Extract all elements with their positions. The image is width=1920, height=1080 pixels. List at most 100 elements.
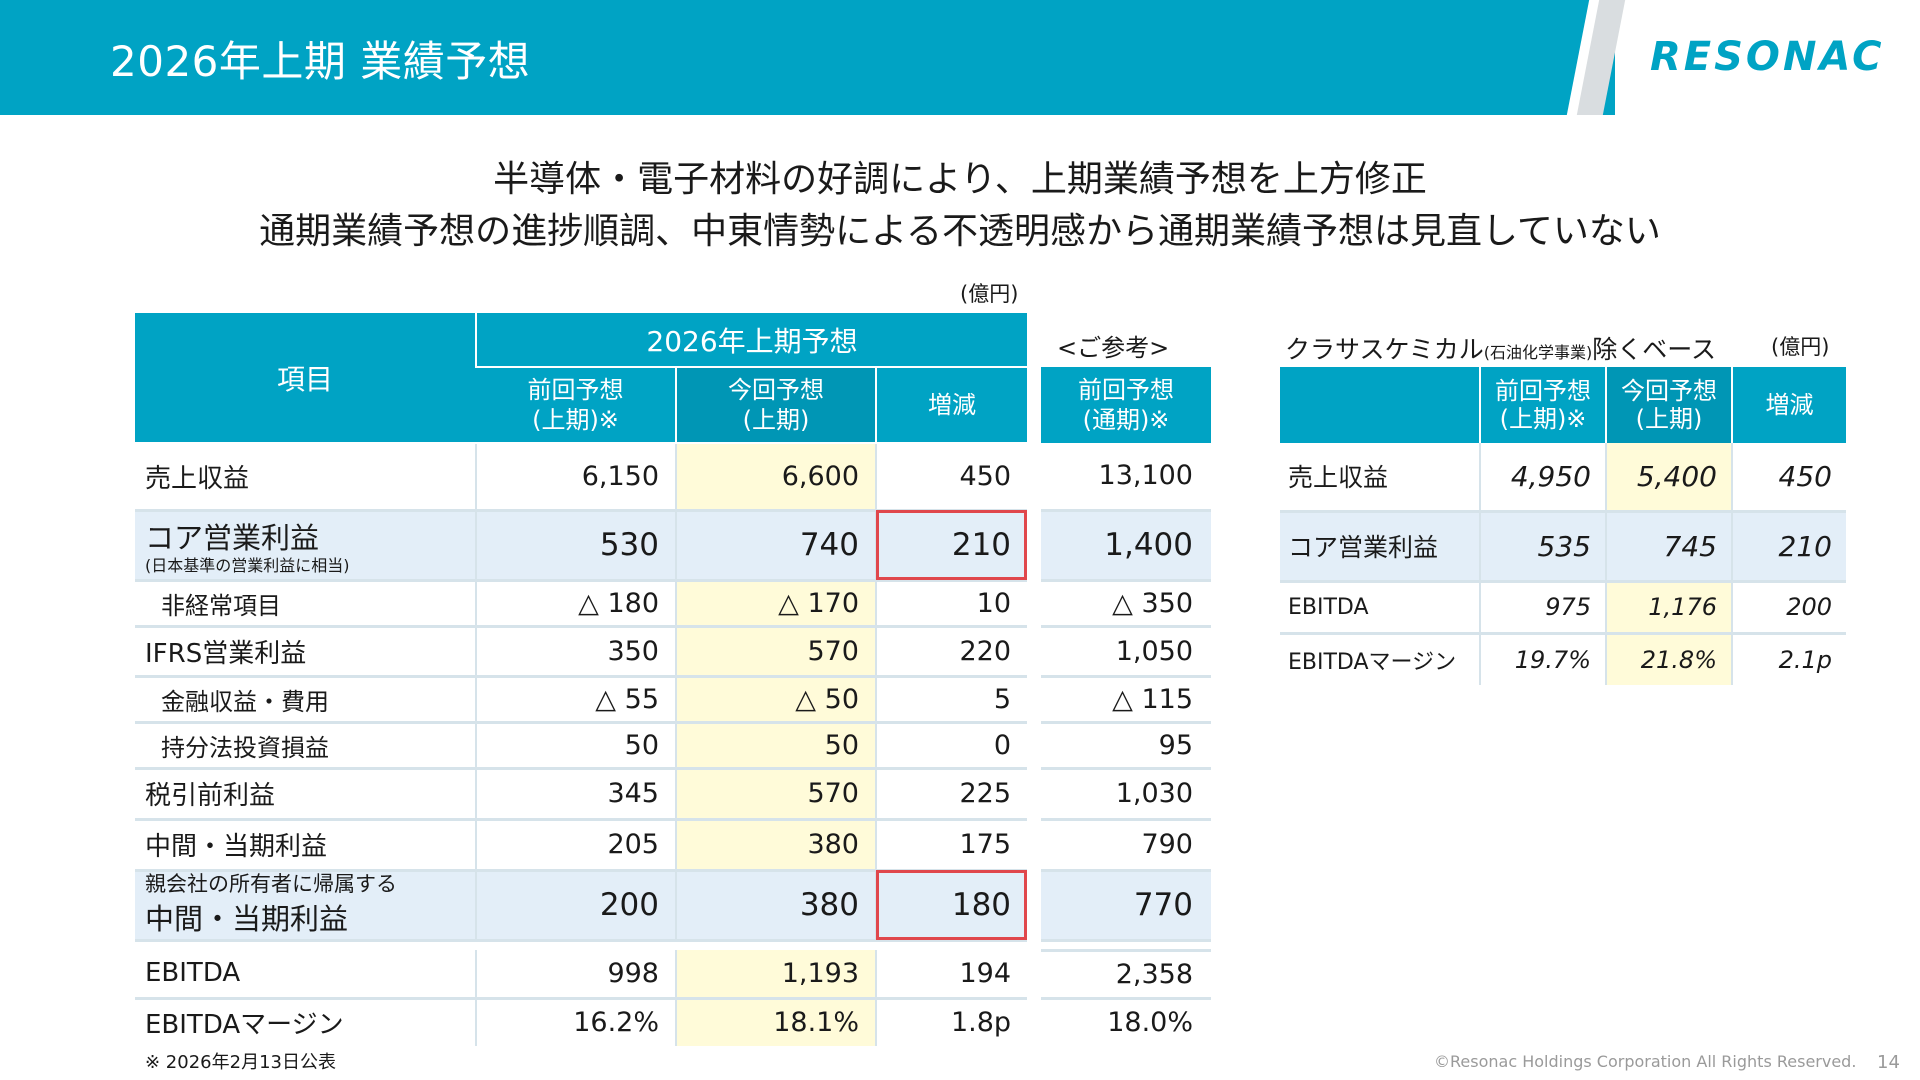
full-year-value: 770 [1041,870,1211,942]
prev-value: 50 [475,722,676,770]
current-value: 570 [675,768,876,821]
current-value: 50 [675,722,876,770]
diff-value: 220 [874,626,1028,678]
row-label: 税引前利益 [135,768,476,821]
row-label: EBITDA [1280,581,1480,635]
row-label: 売上収益 [1280,443,1480,513]
prev-value: 6,150 [475,443,676,512]
klasa-table-unit: (億円) [1771,335,1830,359]
current-value: 570 [675,626,876,678]
row-label: 非経常項目 [135,580,476,628]
table-row: EBITDAマージン 16.2% 18.1% 1.8p [135,998,1028,1046]
prev-value: 345 [475,768,676,821]
prev-value: △ 180 [475,580,676,628]
current-value: 745 [1605,511,1732,583]
full-year-value: 1,050 [1041,626,1211,678]
table-row: 親会社の所有者に帰属する 中間・当期利益 200 380 180 [135,870,1028,942]
diff-value: 1.8p [874,998,1028,1046]
klasa-excluded-table: 前回予想 (上期)※ 今回予想 (上期) 増減 売上収益 4,950 5,400 4… [1280,367,1846,685]
headline-2: 通期業績予想の進捗順調、中東情勢による不透明感から通期業績予想は見直していない [259,211,1661,252]
diff-value-highlighted: 180 [874,870,1028,942]
diff-value: 450 [1731,443,1846,513]
page-title: 2026年上期 業績予想 [110,37,531,86]
table-row: コア営業利益 535 745 210 [1280,511,1846,583]
full-year-value: 2,358 [1041,948,1211,1000]
klasa-item-header [1280,367,1480,443]
full-year-value: 95 [1041,722,1211,770]
row-label: 中間・当期利益 [135,819,476,872]
forecast-table: 項目 2026年上期予想 前回予想 (上期)※ 今回予想 (上期) 増減 売上収益 … [135,313,1028,1046]
current-forecast-header: 今回予想 (上期) [675,367,876,444]
group-header: 2026年上期予想 [474,313,1028,368]
prev-value: 205 [475,819,676,872]
row-label: 親会社の所有者に帰属する 中間・当期利益 [135,870,476,942]
current-value: 380 [675,870,876,942]
full-year-value: 1,400 [1041,510,1211,582]
page-number: 14 [1877,1052,1900,1073]
full-year-forecast-header: 前回予想 (通期)※ [1041,367,1211,443]
row-label: 持分法投資損益 [135,722,476,770]
table-row: 税引前利益 345 570 225 [135,768,1028,821]
prev-value: 530 [475,510,676,582]
table-row: コア営業利益 (日本基準の営業利益に相当) 530 740 210 [135,510,1028,582]
diff-value: 175 [874,819,1028,872]
diff-value-highlighted: 210 [874,510,1028,582]
full-year-value: 1,030 [1041,768,1211,821]
full-year-value: 13,100 [1041,443,1211,512]
row-label: EBITDAマージン [1288,649,1457,675]
diff-value: 225 [874,768,1028,821]
prev-value: 975 [1479,581,1606,635]
current-value: 1,193 [675,950,876,1000]
row-label: コア営業利益 (日本基準の営業利益に相当) [135,510,476,582]
diff-value: 200 [1731,581,1846,635]
current-value: 740 [675,510,876,582]
current-value: 18.1% [675,998,876,1046]
row-label: IFRS営業利益 [135,626,476,678]
diff-header: 増減 [874,367,1028,444]
table-spacer [135,940,1028,950]
table-row: 非経常項目 △ 180 △ 170 10 [135,580,1028,628]
diff-value: 10 [874,580,1028,628]
row-prelabel: 親会社の所有者に帰属する [145,872,397,896]
diff-value: 0 [874,722,1028,770]
headline-1: 半導体・電子材料の好調により、上期業績予想を上方修正 [493,159,1427,200]
current-value: 6,600 [675,443,876,512]
prev-value: 200 [475,870,676,942]
table-row: 持分法投資損益 50 50 0 [135,722,1028,770]
prev-value: 16.2% [475,998,676,1046]
row-label: EBITDA [135,950,476,1000]
current-value: △ 170 [675,580,876,628]
current-value: 1,176 [1605,581,1732,635]
main-table-unit: (億円) [960,282,1019,306]
full-year-value: 18.0% [1107,1007,1193,1039]
row-label: コア営業利益 [1280,511,1480,583]
table-row: IFRS営業利益 350 570 220 [135,626,1028,678]
reference-label: <ご参考> [1057,334,1170,362]
full-year-value: △ 350 [1041,580,1211,628]
table-row: 中間・当期利益 205 380 175 [135,819,1028,872]
footnote: ※ 2026年2月13日公表 [145,1052,336,1073]
copyright: ©Resonac Holdings Corporation All Rights… [1434,1052,1857,1071]
table-row: 売上収益 6,150 6,600 450 [135,443,1028,512]
prev-value: △ 55 [475,676,676,724]
diff-value: 450 [874,443,1028,512]
table-row: 売上収益 4,950 5,400 450 [1280,443,1846,513]
diff-value: 5 [874,676,1028,724]
row-sublabel: (日本基準の営業利益に相当) [145,556,350,575]
current-value: △ 50 [675,676,876,724]
item-column-header: 項目 [135,313,476,444]
table-row: 金融収益・費用 △ 55 △ 50 5 [135,676,1028,724]
full-year-value: △ 115 [1041,676,1211,724]
reference-table: 前回予想 (通期)※ 13,100 1,400 △ 350 1,050 △ 115… [1041,367,1211,1046]
current-value: 21.8% [1605,633,1732,685]
resonac-logo: RESONAC [1650,34,1885,80]
table-row: EBITDA 998 1,193 194 [135,950,1028,1000]
klasa-current-forecast-header: 今回予想 (上期) [1605,367,1732,443]
current-value: 5,400 [1605,443,1732,513]
prev-value: 535 [1479,511,1606,583]
row-label: 金融収益・費用 [135,676,476,724]
klasa-table-title: クラサスケミカル(石油化学事業)除くベース [1285,335,1717,364]
prev-value: 998 [475,950,676,1000]
prev-value: 4,950 [1479,443,1606,513]
prev-forecast-header: 前回予想 (上期)※ [476,367,676,444]
